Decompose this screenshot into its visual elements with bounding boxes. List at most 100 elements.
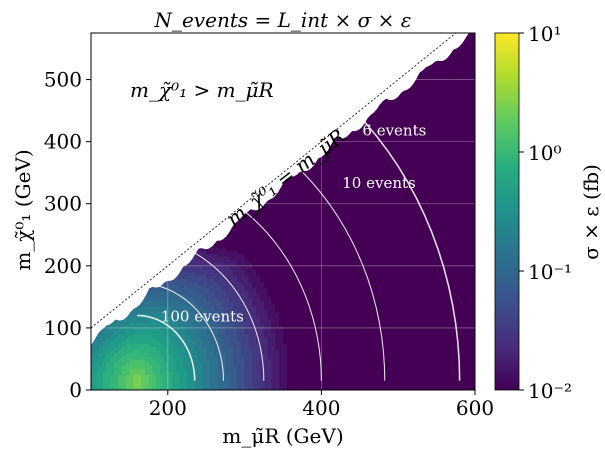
heatmap-cell: [137, 296, 142, 301]
heatmap-cell: [91, 377, 96, 382]
heatmap-cell: [263, 209, 269, 214]
heatmap-cell: [359, 147, 365, 152]
heatmap-cell: [140, 324, 146, 329]
heatmap-cell: [302, 185, 307, 189]
heatmap-cell: [202, 250, 207, 255]
heatmap-cell: [382, 216, 388, 220]
heatmap-cell: [271, 334, 276, 338]
heatmap-cell: [167, 355, 173, 360]
heatmap-cell: [117, 303, 123, 307]
heatmap-cell: [344, 135, 349, 140]
heatmap-cell: [398, 166, 403, 171]
heatmap-cell: [390, 185, 395, 189]
heatmap-cell: [336, 213, 342, 217]
heatmap-cell: [375, 334, 380, 338]
heatmap-cell: [363, 213, 369, 217]
heatmap-cell: [217, 340, 223, 345]
heatmap-cell: [336, 200, 342, 205]
heatmap-cell: [382, 331, 388, 335]
heatmap-cell: [210, 237, 215, 242]
heatmap-cell: [390, 231, 395, 236]
heatmap-cell: [152, 349, 157, 354]
heatmap-cell: [294, 250, 299, 255]
heatmap-cell: [233, 234, 238, 239]
heatmap-cell: [394, 256, 399, 261]
heatmap-cell: [340, 197, 346, 202]
heatmap-cell: [352, 312, 357, 317]
heatmap-cell: [386, 315, 392, 320]
heatmap-cell: [302, 284, 307, 289]
heatmap-cell: [386, 371, 392, 376]
heatmap-cell: [371, 275, 376, 279]
heatmap-cell: [317, 321, 322, 326]
heatmap-cell: [233, 343, 238, 348]
heatmap-cell: [275, 225, 280, 230]
heatmap-cell: [355, 321, 361, 326]
heatmap-cell: [236, 268, 242, 273]
heatmap-cell: [187, 383, 192, 388]
heatmap-cell: [306, 228, 311, 233]
heatmap-cell: [286, 362, 292, 366]
heatmap-cell: [359, 110, 365, 115]
heatmap-cell: [359, 327, 365, 332]
heatmap-cell: [355, 262, 361, 267]
heatmap-cell: [313, 299, 319, 304]
heatmap-cell: [371, 234, 376, 239]
heatmap-cell: [398, 240, 403, 245]
heatmap-cell: [244, 380, 250, 385]
heatmap-cell: [233, 272, 238, 276]
heatmap-cell: [213, 253, 219, 258]
heatmap-cell: [340, 200, 346, 205]
heatmap-cell: [379, 275, 384, 279]
heatmap-cell: [106, 331, 111, 335]
heatmap-cell: [386, 91, 392, 96]
heatmap-cell: [263, 349, 269, 354]
heatmap-cell: [359, 265, 365, 270]
heatmap-cell: [267, 268, 273, 273]
heatmap-cell: [390, 256, 395, 261]
heatmap-cell: [298, 206, 303, 211]
heatmap-cell: [275, 194, 280, 199]
heatmap-cell: [117, 352, 123, 357]
heatmap-cell: [306, 234, 311, 239]
heatmap-cell: [233, 262, 238, 267]
heatmap-cell: [256, 340, 261, 345]
heatmap-cell: [302, 259, 307, 264]
heatmap-cell: [340, 209, 346, 214]
heatmap-cell: [332, 327, 338, 332]
heatmap-cell: [348, 371, 353, 376]
heatmap-cell: [371, 352, 376, 357]
heatmap-cell: [217, 219, 223, 223]
heatmap-cell: [363, 101, 369, 105]
heatmap-cell: [336, 275, 342, 279]
heatmap-cell: [359, 129, 365, 133]
heatmap-cell: [371, 240, 376, 245]
heatmap-cell: [386, 293, 392, 298]
heatmap-cell: [298, 222, 303, 227]
heatmap-cell: [213, 349, 219, 354]
heatmap-cell: [240, 259, 246, 264]
heatmap-cell: [171, 272, 177, 276]
heatmap-cell: [332, 188, 338, 192]
heatmap-cell: [148, 355, 154, 360]
heatmap-cell: [225, 349, 230, 354]
heatmap-cell: [252, 380, 257, 385]
heatmap-cell: [163, 281, 169, 286]
heatmap-cell: [163, 346, 169, 351]
heatmap-cell: [210, 256, 215, 261]
heatmap-cell: [167, 331, 173, 335]
heatmap-cell: [133, 371, 138, 376]
heatmap-cell: [148, 296, 154, 301]
heatmap-cell: [244, 296, 250, 301]
heatmap-cell: [348, 296, 353, 301]
heatmap-cell: [317, 203, 322, 208]
heatmap-cell: [309, 368, 315, 372]
heatmap-cell: [394, 144, 399, 149]
heatmap-cell: [271, 355, 276, 360]
heatmap-cell: [394, 334, 399, 338]
heatmap-cell: [167, 358, 173, 363]
heatmap-cell: [163, 371, 169, 376]
heatmap-cell: [394, 262, 399, 267]
heatmap-cell: [382, 200, 388, 205]
heatmap-cell: [306, 315, 311, 320]
